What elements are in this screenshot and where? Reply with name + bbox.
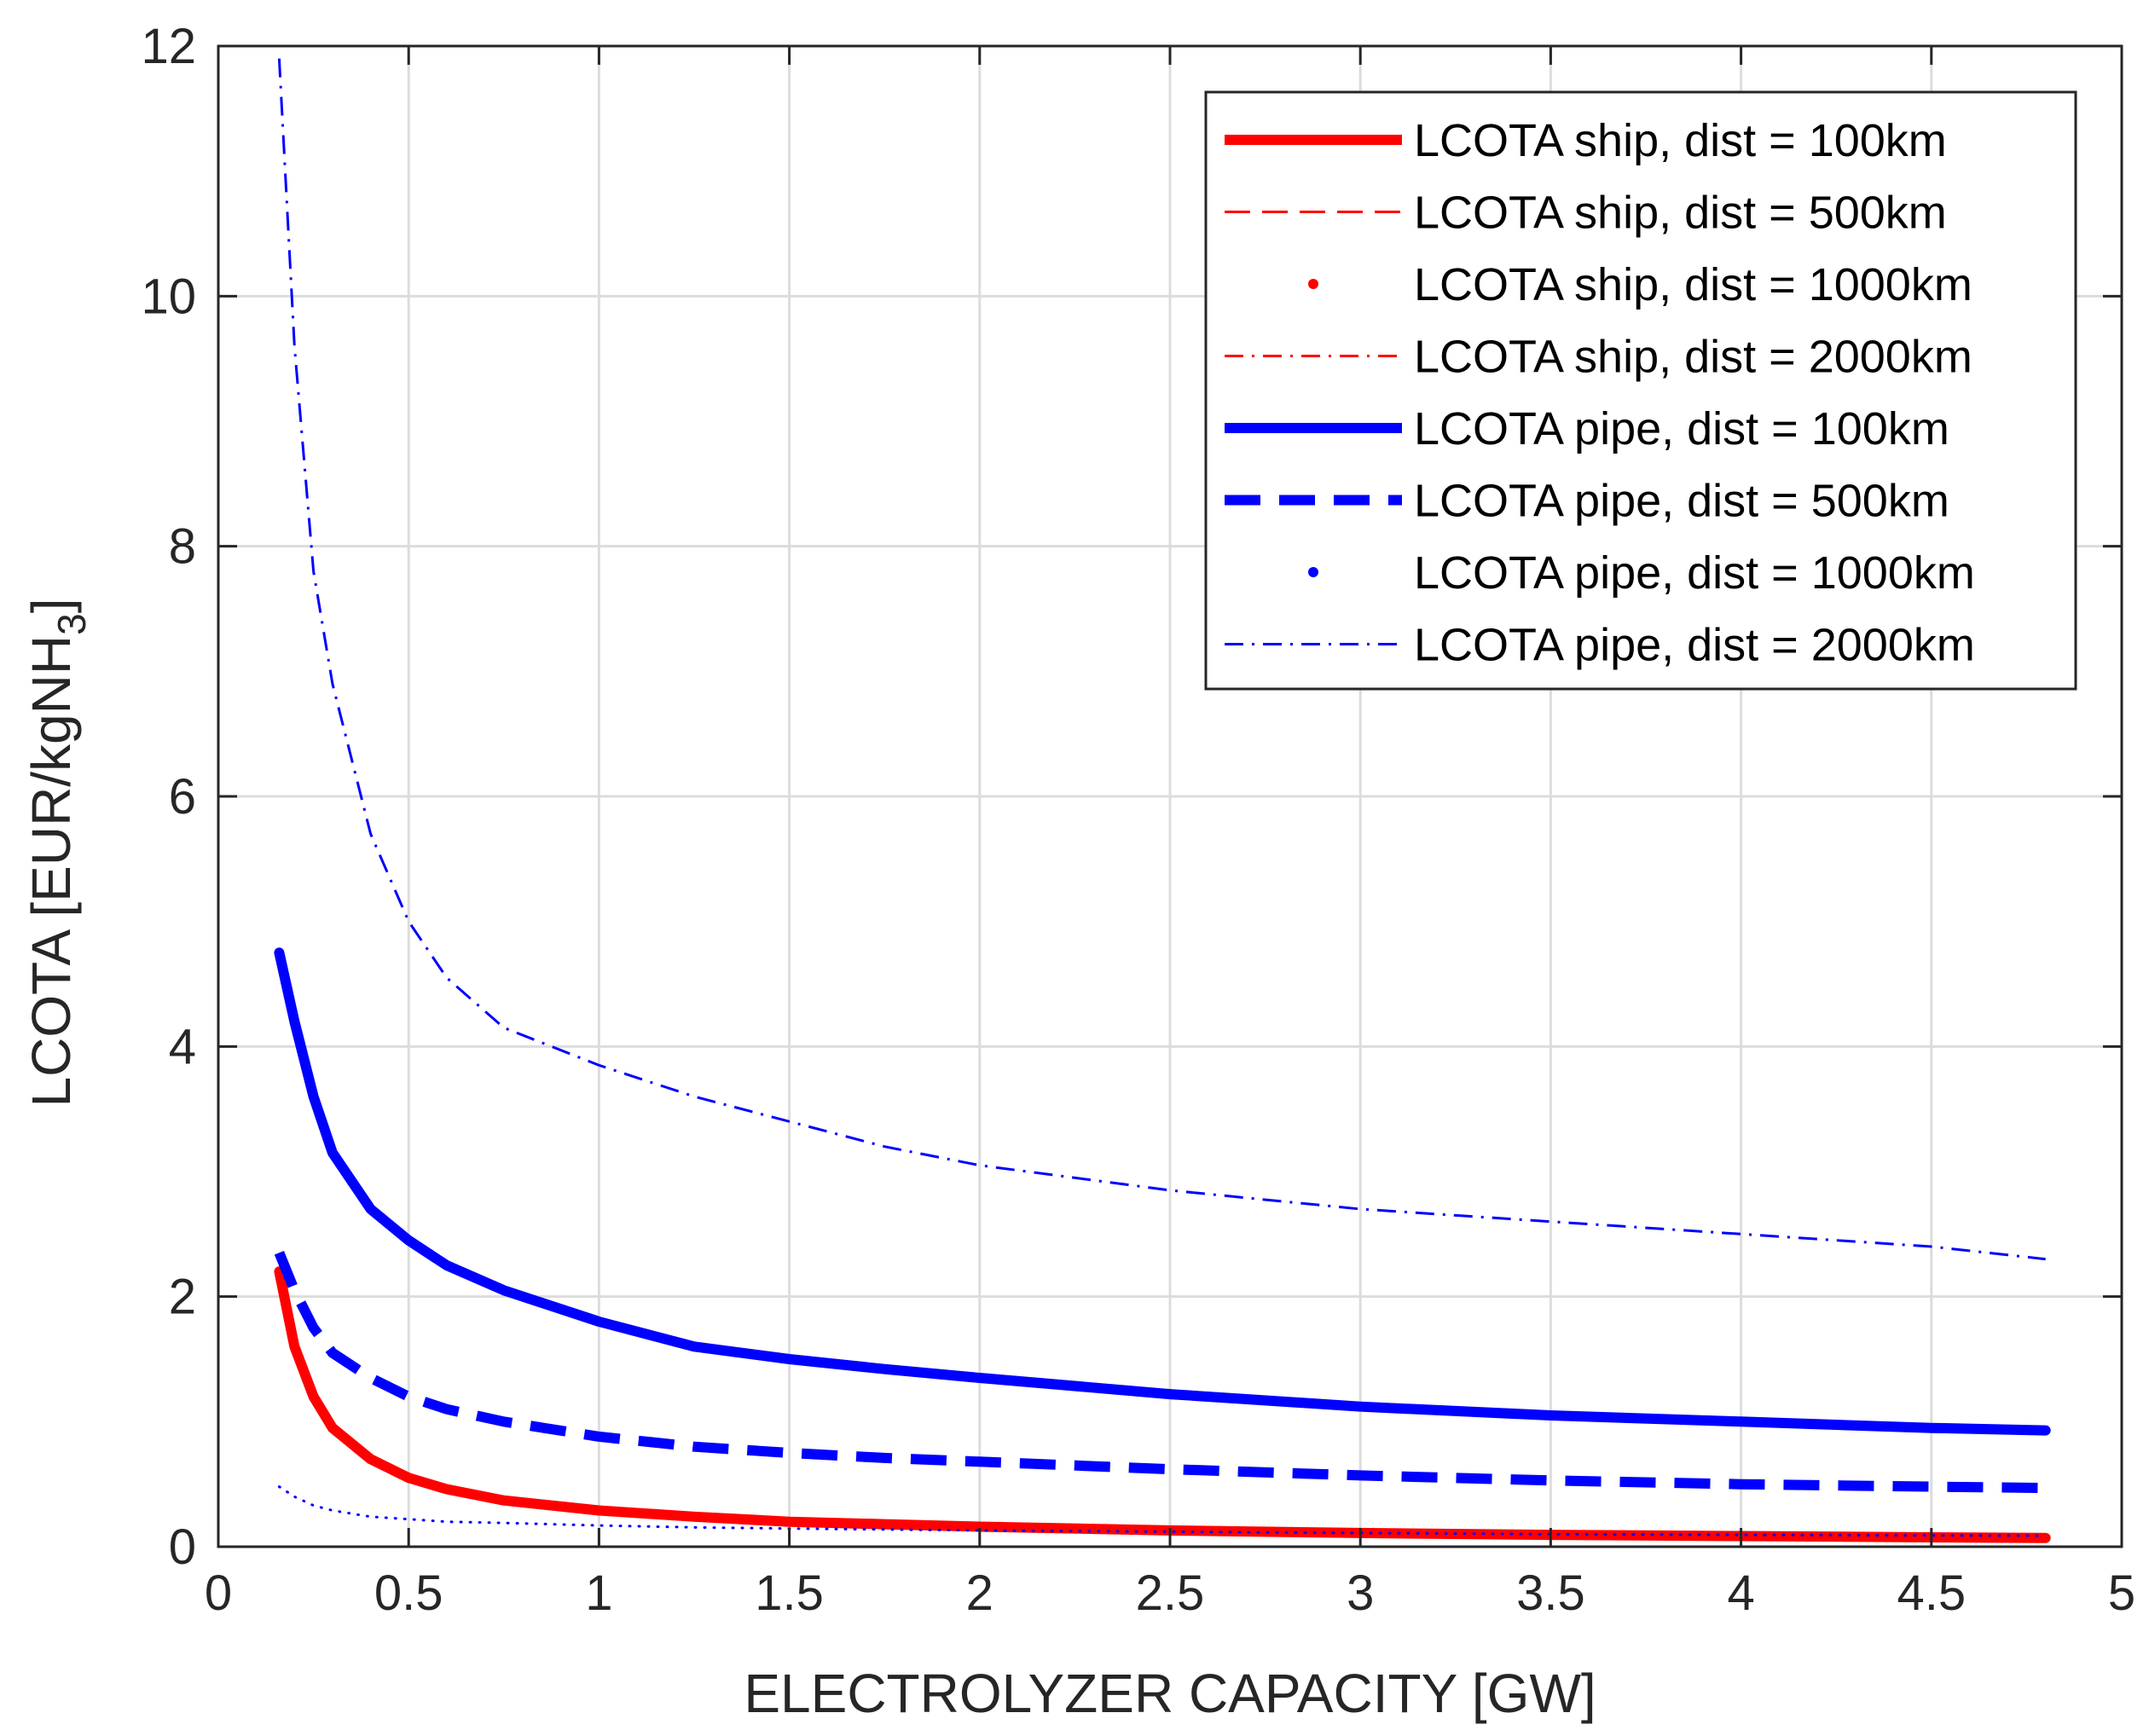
x-tick-label: 5 (2108, 1565, 2135, 1621)
ticks (217, 44, 2123, 1548)
legend-box (1204, 90, 2077, 691)
tick-labels: 0 0.5 1 1.5 2 2.5 3 3.5 4 4.5 5 0 2 4 6 8 10 12 (141, 19, 2135, 1621)
legend-marker-3 (1308, 279, 1318, 289)
legend-label-4: LCOTA ship, dist = 2000km (1414, 332, 1972, 383)
legend-label-6: LCOTA pipe, dist = 500km (1414, 476, 1949, 527)
y-tick-label: 0 (169, 1519, 196, 1575)
legend-label-7: LCOTA pipe, dist = 1000km (1414, 547, 1975, 599)
x-tick-label: 0.5 (374, 1565, 443, 1621)
y-tick-label: 8 (169, 519, 196, 575)
x-tick-label: 0 (205, 1565, 232, 1621)
x-tick-label: 3 (1347, 1565, 1374, 1621)
legend-label-1: LCOTA ship, dist = 100km (1414, 115, 1947, 166)
x-tick-label: 4 (1727, 1565, 1754, 1621)
legend-label-8: LCOTA pipe, dist = 2000km (1414, 620, 1975, 671)
x-tick-label: 4.5 (1897, 1565, 1966, 1621)
x-axis-label: ELECTROLYZER CAPACITY [GW] (744, 1663, 1596, 1724)
legend-label-3: LCOTA ship, dist = 1000km (1414, 259, 1972, 310)
y-tick-label: 2 (169, 1270, 196, 1325)
y-axis-label: LCOTA [EUR/kgNH3] (20, 599, 94, 1108)
x-tick-label: 2.5 (1136, 1565, 1205, 1621)
legend: LCOTA ship, dist = 100km LCOTA ship, dist… (1204, 90, 2077, 691)
series-line-4 (277, 1271, 2046, 1540)
x-tick-label: 3.5 (1516, 1565, 1585, 1621)
y-tick-label: 6 (169, 769, 196, 825)
y-tick-label: 4 (169, 1019, 196, 1074)
y-tick-label: 10 (141, 269, 196, 324)
x-tick-label: 2 (966, 1565, 993, 1621)
x-tick-label: 1 (585, 1565, 612, 1621)
legend-marker-7 (1308, 567, 1318, 577)
series-line-5 (274, 947, 2051, 1436)
series-line-6 (274, 1251, 2046, 1494)
y-tick-label: 12 (141, 19, 196, 74)
series-line-8 (277, 58, 2046, 1261)
legend-label-5: LCOTA pipe, dist = 100km (1414, 403, 1949, 454)
x-tick-label: 1.5 (755, 1565, 824, 1621)
legend-label-2: LCOTA ship, dist = 500km (1414, 188, 1947, 239)
